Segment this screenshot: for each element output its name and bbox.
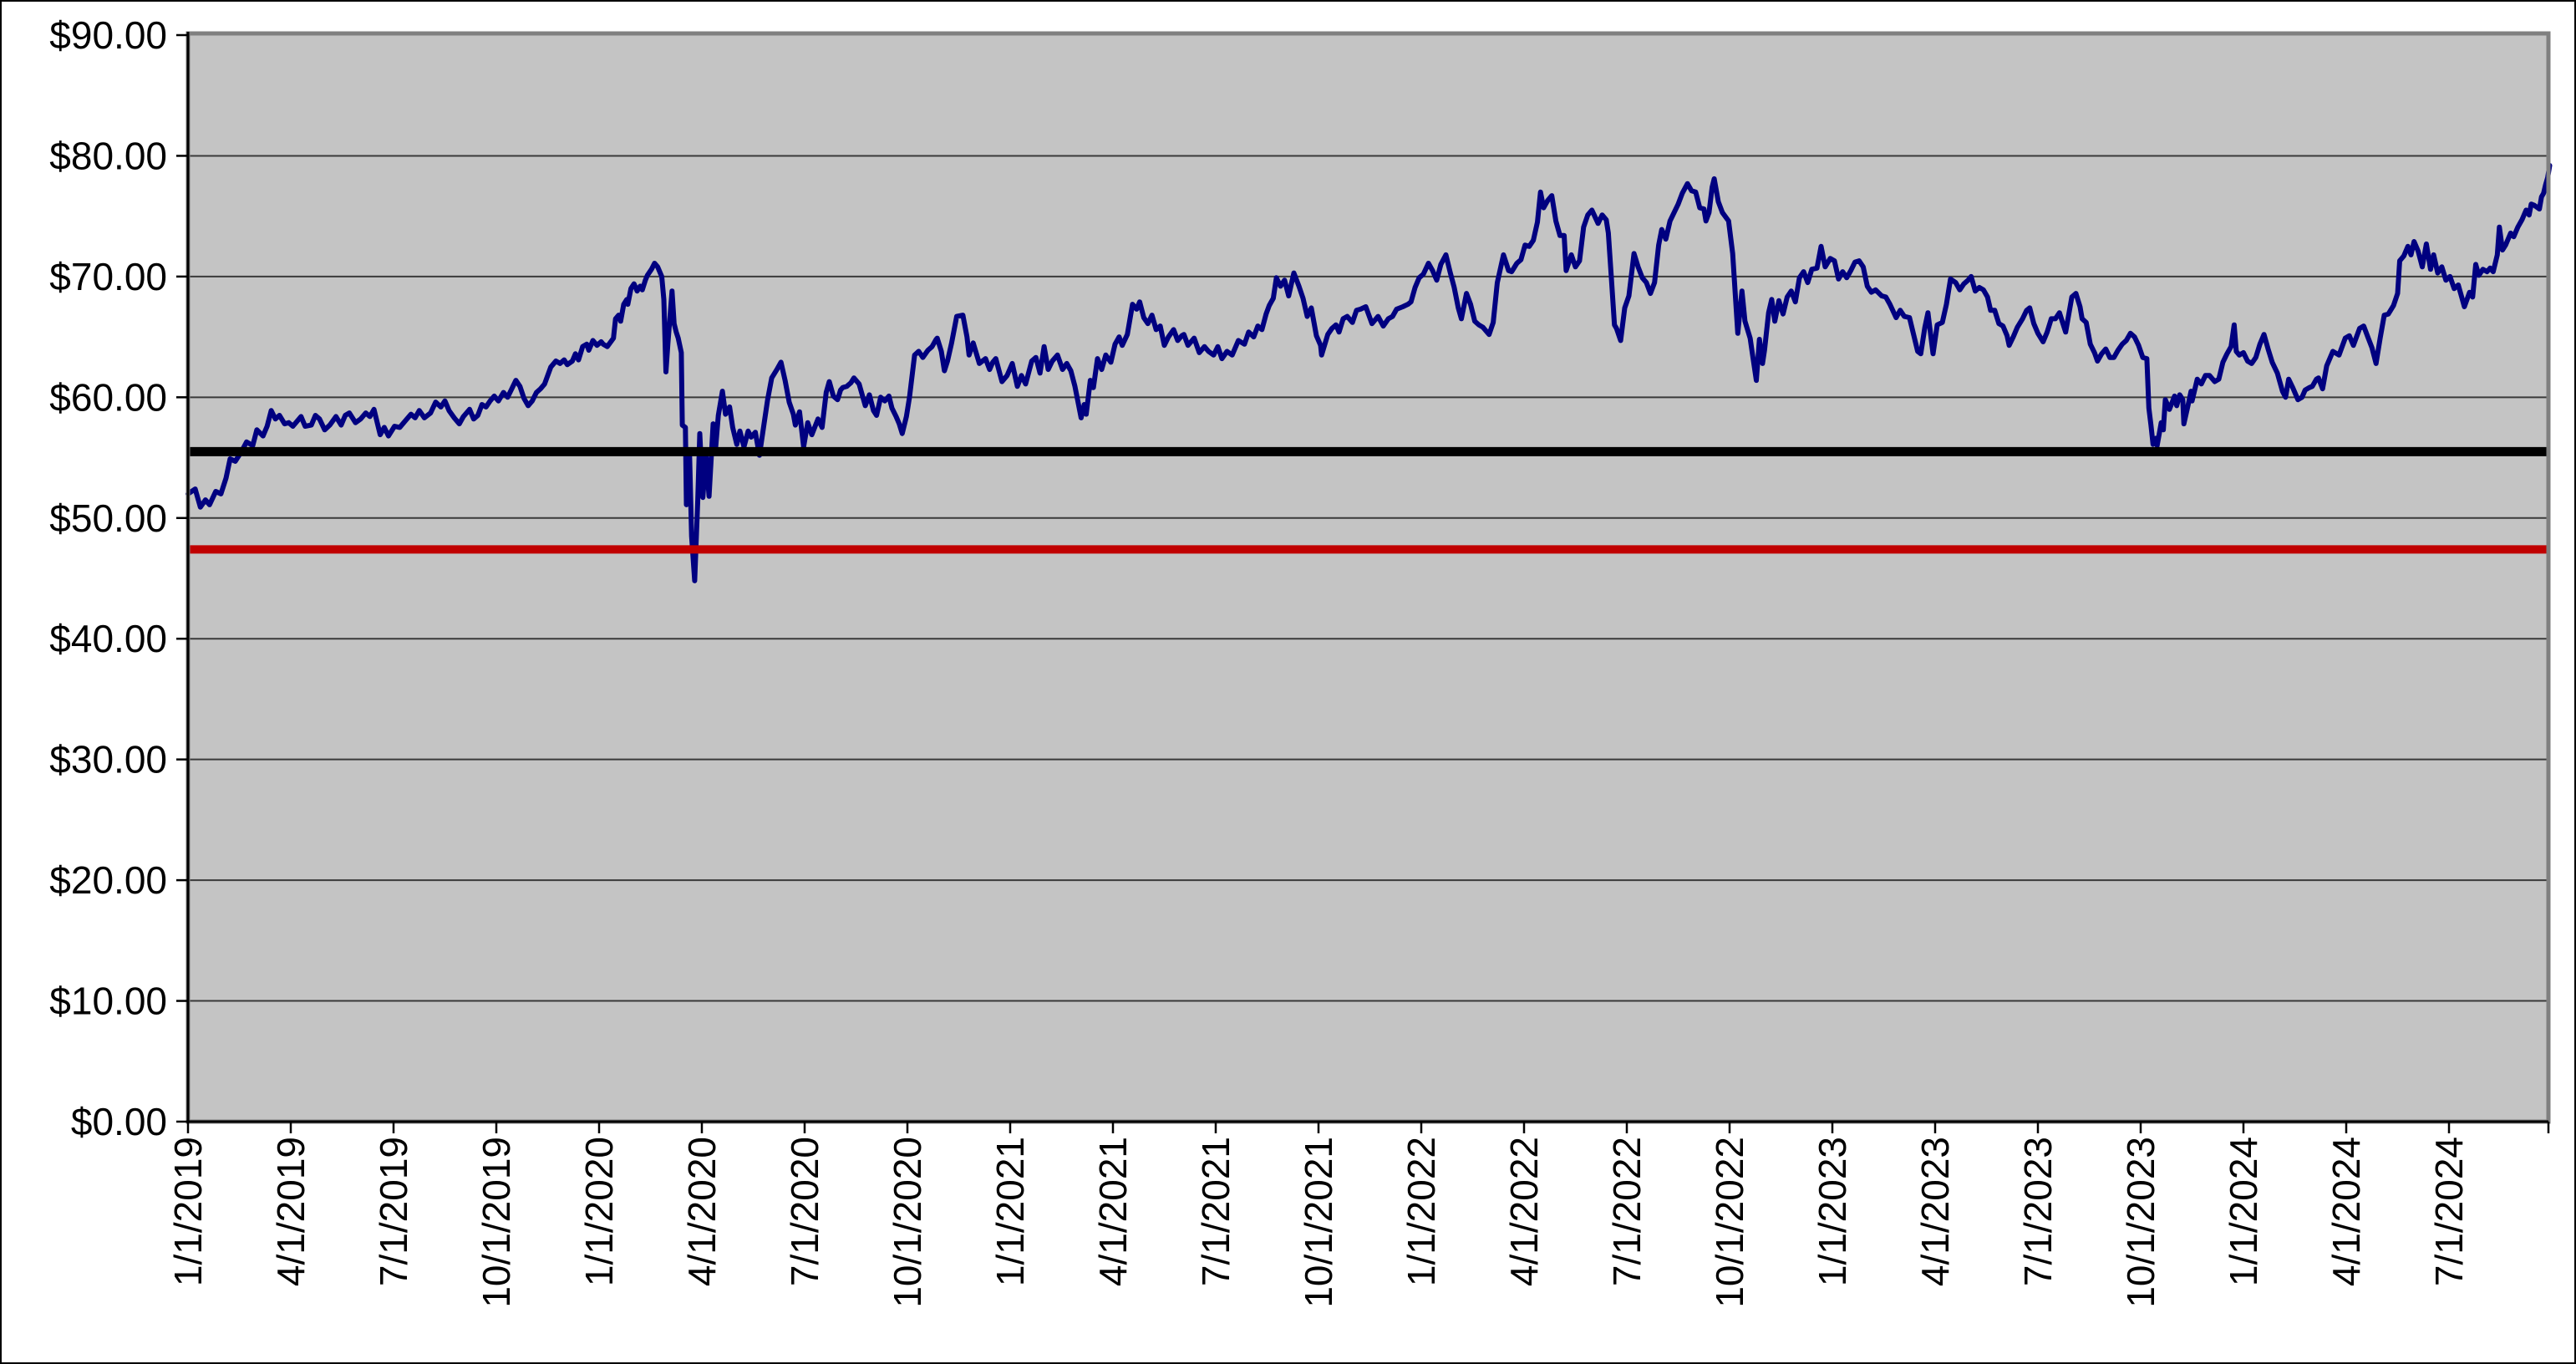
y-axis-label: $0.00 [71, 1100, 167, 1143]
y-axis-label: $70.00 [49, 255, 167, 298]
x-axis-label: 1/1/2019 [166, 1137, 210, 1286]
series-line-daily-price [185, 163, 2553, 583]
x-axis-label: 10/1/2021 [1297, 1137, 1340, 1308]
y-axis-label: $60.00 [49, 375, 167, 419]
x-axis-label: 1/1/2023 [1811, 1137, 1854, 1286]
x-axis-label: 10/1/2023 [2119, 1137, 2162, 1308]
y-axis-label: $40.00 [49, 617, 167, 660]
x-axis-label: 7/1/2023 [2016, 1137, 2060, 1286]
x-axis-label: 1/1/2021 [988, 1137, 1032, 1286]
x-axis-label: 10/1/2020 [886, 1137, 929, 1308]
y-axis-label: $90.00 [49, 13, 167, 57]
x-axis-label: 10/1/2022 [1708, 1137, 1751, 1308]
x-axis-label: 7/1/2022 [1605, 1137, 1649, 1286]
y-axis-label: $80.00 [49, 134, 167, 177]
x-axis-label: 1/1/2020 [577, 1137, 621, 1286]
y-axis-label: $50.00 [49, 496, 167, 540]
x-axis-label: 7/1/2024 [2427, 1137, 2471, 1286]
x-axis-label: 7/1/2019 [372, 1137, 415, 1286]
x-axis-label: 7/1/2021 [1194, 1137, 1237, 1286]
y-axis-label: $30.00 [49, 738, 167, 781]
y-axis-label: $10.00 [49, 980, 167, 1023]
x-axis-label: 4/1/2020 [680, 1137, 724, 1286]
x-axis-label: 4/1/2022 [1502, 1137, 1546, 1286]
y-axis-label: $20.00 [49, 858, 167, 902]
plot-area [188, 33, 2548, 1122]
x-axis-label: 4/1/2023 [1913, 1137, 1957, 1286]
x-axis-label: 4/1/2024 [2324, 1137, 2368, 1286]
x-axis-label: 4/1/2019 [269, 1137, 312, 1286]
x-axis-label: 7/1/2020 [783, 1137, 826, 1286]
x-axis-label: 10/1/2019 [475, 1137, 518, 1308]
x-axis-label: 1/1/2022 [1400, 1137, 1443, 1286]
x-axis-label: 1/1/2024 [2222, 1137, 2265, 1286]
x-axis-label: 4/1/2021 [1091, 1137, 1135, 1286]
